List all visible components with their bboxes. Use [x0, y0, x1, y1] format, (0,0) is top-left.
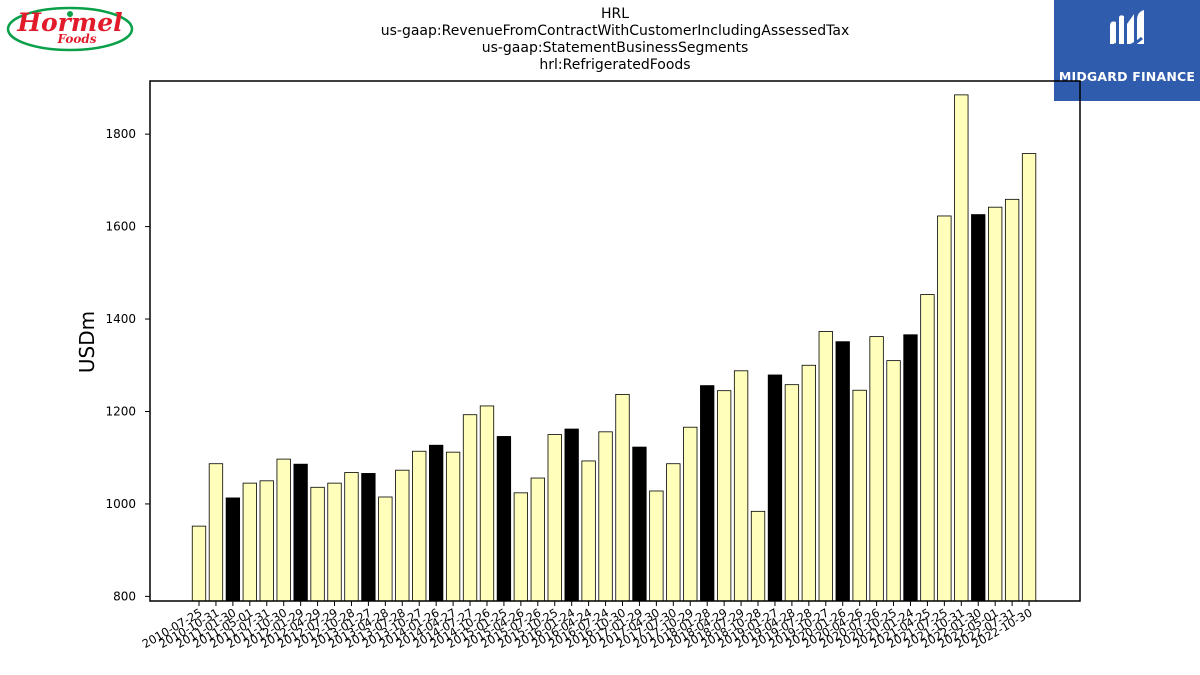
bar-2017-10-29	[683, 426, 698, 602]
midgard-mark-icon	[1110, 10, 1144, 49]
bar-2010-10-31	[208, 463, 224, 602]
bar-2020-10-25	[886, 360, 901, 602]
bar-2012-04-29	[310, 486, 325, 602]
bar-2015-04-26	[513, 492, 529, 602]
bar-2014-04-27	[445, 451, 461, 602]
bar-2021-10-31	[954, 94, 969, 602]
y-tick-label-1400: 1400	[105, 312, 136, 326]
plot-frame	[149, 80, 1081, 602]
bar-2020-04-26	[852, 389, 867, 602]
bar-2017-01-29	[632, 446, 647, 602]
bar-2017-04-30	[649, 490, 664, 602]
bar-2019-10-27	[818, 331, 833, 602]
bar-2018-10-28	[750, 510, 766, 602]
x-axis: 2010-07-252010-10-312011-01-302011-05-01…	[140, 601, 1035, 651]
bars-group	[191, 94, 1037, 602]
bar-2016-01-24	[564, 428, 579, 602]
bar-2016-04-24	[581, 460, 596, 602]
bar-2022-05-01	[988, 206, 1003, 602]
bar-2016-07-24	[598, 431, 613, 602]
bar-2015-01-25	[496, 436, 512, 602]
bar-2020-01-26	[835, 341, 850, 602]
y-tick-label-1600: 1600	[105, 220, 136, 234]
logo-leaf	[67, 11, 73, 17]
logo-oval	[6, 6, 134, 52]
bar-2021-04-25	[920, 294, 935, 602]
bar-2018-04-29	[716, 390, 732, 602]
bar-2011-05-01	[242, 482, 257, 602]
y-tick-label-800: 800	[113, 589, 136, 603]
bar-2015-07-26	[530, 477, 545, 602]
title-line-3: us-gaap:StatementBusinessSegments	[481, 40, 749, 56]
bar-2018-07-29	[733, 370, 749, 602]
y-axis: 800 1000 1200 1400 1600 1800	[105, 127, 150, 603]
bar-2011-07-31	[259, 480, 274, 602]
bar-2012-10-28	[344, 472, 359, 602]
title-line-2: us-gaap:RevenueFromContractWithCustomerI…	[380, 23, 850, 39]
bar-2021-07-25	[937, 215, 952, 602]
partner-name: MIDGARD FINANCE	[1058, 69, 1196, 84]
chart-title: HRL us-gaap:RevenueFromContractWithCusto…	[320, 6, 910, 74]
bar-2010-07-25	[191, 525, 207, 602]
bar-2019-01-27	[767, 374, 783, 602]
bar-2013-07-28	[395, 469, 410, 602]
bar-2014-07-27	[462, 414, 478, 602]
y-tick-label-1800: 1800	[105, 127, 136, 141]
bar-2018-01-28	[700, 385, 715, 602]
y-tick-label-1000: 1000	[105, 497, 136, 511]
bar-2017-07-30	[666, 463, 681, 602]
bar-2022-07-31	[1004, 198, 1020, 602]
y-tick-label-1200: 1200	[105, 404, 136, 418]
title-line-1: HRL	[600, 6, 630, 22]
bar-2014-10-26	[479, 405, 495, 602]
bar-2020-07-26	[869, 336, 884, 602]
bar-2012-07-29	[327, 482, 342, 602]
bar-2019-04-28	[784, 384, 800, 602]
hormel-foods-logo: Hormel Foods	[6, 4, 138, 56]
bar-2012-01-29	[293, 463, 308, 602]
bar-2015-10-25	[547, 434, 562, 602]
bar-2013-04-28	[378, 496, 393, 602]
midgard-finance-logo: MIDGARD FINANCE	[1054, 0, 1200, 101]
bar-2011-10-30	[276, 458, 291, 602]
bar-2022-10-30	[1021, 153, 1037, 602]
bar-2016-10-30	[615, 393, 630, 602]
bar-2014-01-26	[429, 444, 444, 602]
bar-2019-07-28	[801, 364, 816, 602]
bar-2021-01-24	[903, 334, 918, 602]
bar-2013-10-27	[412, 450, 427, 602]
bar-2011-01-30	[225, 497, 241, 602]
logo-sub: Foods	[56, 32, 96, 46]
bar-2013-01-27	[361, 473, 376, 602]
title-line-4: hrl:RefrigeratedFoods	[539, 57, 691, 73]
bar-2022-01-30	[971, 214, 986, 602]
